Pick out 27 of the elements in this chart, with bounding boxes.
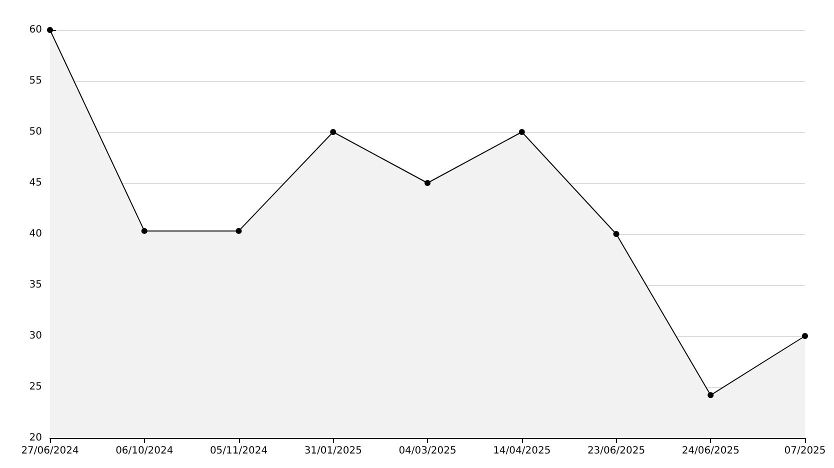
y-tick-label: 25 bbox=[29, 382, 42, 392]
x-tick-label: 07/2025 bbox=[784, 446, 826, 456]
x-tick-label: 24/06/2025 bbox=[682, 446, 740, 456]
point bbox=[236, 228, 242, 234]
point bbox=[802, 333, 808, 339]
y-tick-label: 35 bbox=[29, 280, 42, 290]
point bbox=[613, 231, 620, 237]
x-tick-label: 27/06/2024 bbox=[21, 446, 79, 456]
x-tick-label: 04/03/2025 bbox=[398, 446, 456, 456]
x-tick-label: 05/11/2024 bbox=[210, 446, 268, 456]
x-tick-label: 14/04/2025 bbox=[493, 446, 551, 456]
point bbox=[141, 228, 148, 234]
point bbox=[708, 392, 714, 398]
x-tick-label: 06/10/2024 bbox=[116, 446, 174, 456]
x-tick-label: 31/01/2025 bbox=[304, 446, 362, 456]
y-tick-label: 30 bbox=[29, 330, 42, 342]
y-tick-label: 60 bbox=[29, 24, 42, 36]
y-tick-label: 45 bbox=[29, 178, 42, 188]
y-tick-label: 55 bbox=[29, 76, 42, 86]
y-tick-label: 40 bbox=[29, 228, 42, 240]
point bbox=[518, 129, 525, 135]
point bbox=[424, 180, 430, 186]
y-tick-label: 20 bbox=[29, 432, 42, 444]
y-tick-label: 50 bbox=[29, 126, 42, 138]
point bbox=[47, 27, 53, 33]
x-tick-label: 23/06/2025 bbox=[587, 446, 646, 456]
point bbox=[330, 129, 336, 135]
